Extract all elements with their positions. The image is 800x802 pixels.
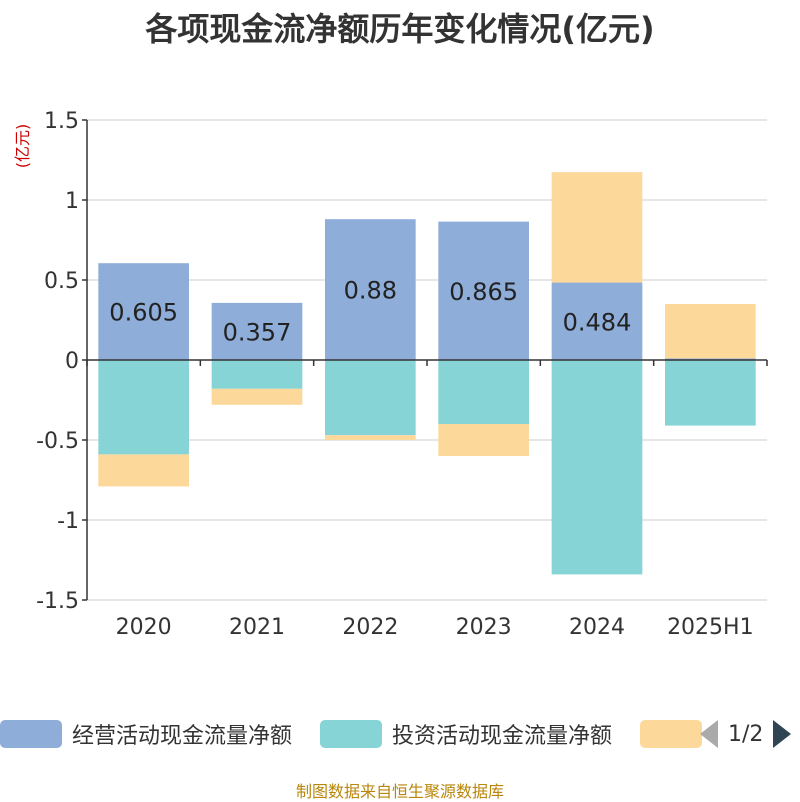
- chart-plot: 1.5 1 0.5 0 -0.5 -1 -1.5 (亿元) 0.605 0.357 0.88 0.86…: [13, 109, 768, 640]
- y-tick-label: -0.5: [36, 429, 79, 454]
- x-tick-label: 2024: [569, 615, 625, 640]
- y-tick-label: 1.5: [44, 109, 79, 134]
- bar-operating-2022: [325, 219, 416, 360]
- bar-third-2020: [98, 454, 189, 487]
- bar-operating-2021: [211, 302, 303, 360]
- legend: 经营活动现金流量净额 投资活动现金流量净额: [0, 716, 800, 752]
- legend-page-indicator: 1/2: [728, 721, 764, 747]
- x-tick-label: 2022: [342, 615, 398, 640]
- bar-investing-2025H1: [665, 360, 756, 426]
- data-label: 0.605: [109, 299, 178, 327]
- x-tick-label: 2023: [456, 615, 512, 640]
- y-tick-label: -1: [57, 509, 79, 534]
- y-tick-label: 1: [65, 189, 79, 214]
- legend-next-page-icon[interactable]: [773, 720, 792, 748]
- y-tick-label: 0.5: [44, 269, 79, 294]
- chart-title: 各项现金流净额历年变化情况(亿元): [145, 10, 655, 48]
- bar-investing-2024: [551, 360, 643, 575]
- bar-operating-2020: [98, 263, 189, 360]
- data-label: 0.88: [344, 277, 397, 305]
- bar-third-2025H1: [665, 304, 756, 359]
- bar-third-2022: [325, 435, 416, 440]
- legend-item-operating[interactable]: 经营活动现金流量净额: [0, 716, 292, 752]
- data-label: 0.484: [563, 308, 632, 336]
- legend-item-investing[interactable]: 投资活动现金流量净额: [320, 716, 612, 752]
- bar-investing-2022: [325, 360, 416, 436]
- legend-swatch-operating: [0, 720, 62, 748]
- legend-pager: 1/2: [700, 716, 792, 752]
- bar-operating-2023: [438, 221, 529, 360]
- bar-third-2021: [211, 388, 303, 405]
- x-tick-label: 2021: [229, 615, 285, 640]
- legend-item-third[interactable]: [640, 716, 712, 752]
- bar-investing-2021: [211, 360, 303, 389]
- x-tick-label: 2025H1: [667, 615, 754, 640]
- source-note: 制图数据来自恒生聚源数据库: [295, 782, 504, 801]
- data-label: 0.357: [223, 318, 292, 346]
- bar-third-2023: [438, 424, 529, 456]
- legend-swatch-third: [640, 720, 702, 748]
- legend-swatch-investing: [320, 720, 382, 748]
- legend-label-investing: 投资活动现金流量净额: [392, 724, 613, 749]
- y-axis-label: (亿元): [13, 124, 32, 169]
- data-label: 0.865: [449, 278, 518, 306]
- y-tick-label: 0: [65, 349, 79, 374]
- bar-operating-2025H1: [665, 358, 756, 360]
- legend-prev-page-icon[interactable]: [700, 720, 718, 748]
- bar-investing-2023: [438, 360, 529, 424]
- bar-operating-2024: [551, 282, 643, 360]
- bar-investing-2020: [98, 360, 189, 455]
- x-tick-label: 2020: [116, 615, 172, 640]
- y-tick-label: -1.5: [36, 589, 79, 614]
- bar-third-2024: [551, 172, 643, 283]
- legend-label-operating: 经营活动现金流量净额: [72, 724, 293, 749]
